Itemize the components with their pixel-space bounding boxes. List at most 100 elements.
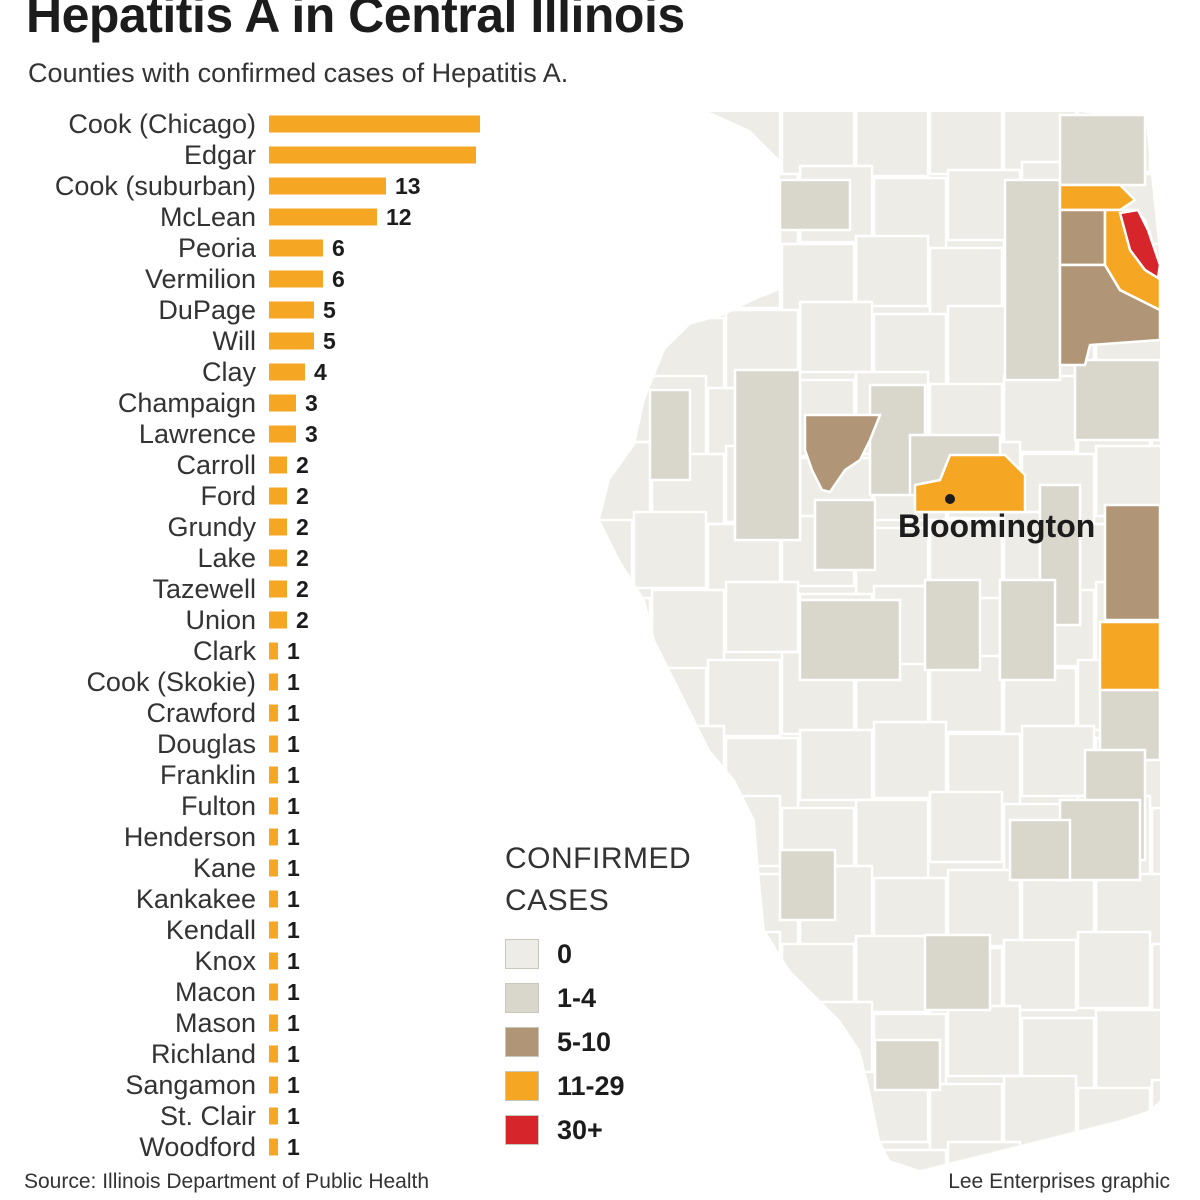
bar-macon [269,983,278,1001]
bar-woodford [269,1138,278,1156]
value-label-macon: 1 [287,979,300,1005]
county-shape [1170,594,1180,664]
value-label-crawford: 1 [287,700,300,726]
county-shape [854,112,930,178]
bar-peoria [269,239,323,257]
value-label-franklin: 1 [287,762,300,788]
county-shape [600,518,634,592]
bar-dupage [269,301,314,319]
county-vermilion-5-10 [1103,503,1162,622]
county-shape [632,112,708,182]
county-label-lake: Lake [197,543,256,573]
bar-clark [269,642,278,660]
legend-label-30-plus: 30+ [557,1114,603,1145]
county-1-4 [648,388,692,482]
bar-tazewell [269,580,287,598]
value-label-grundy: 2 [296,514,309,540]
legend-items: 0 1-4 5-10 11-29 30+ [505,932,691,1152]
county-1-4 [778,178,852,232]
county-mclean-11-29 [913,453,1027,514]
county-shape [1170,866,1180,942]
value-label-ford: 2 [296,483,309,509]
county-label-fulton: Fulton [181,791,256,821]
county-label-grundy: Grundy [167,512,256,542]
county-shape [1002,374,1078,454]
value-label-kane: 1 [287,855,300,881]
bar-champaign [269,394,296,412]
bar-will [269,332,314,350]
county-shape [798,1000,874,1080]
county-label-macon: Macon [175,977,256,1007]
county-shape [600,112,634,164]
legend-swatch-0 [505,939,539,969]
county-shape [560,178,576,248]
bar-vermilion [269,270,323,288]
county-label-dupage: DuPage [158,295,256,325]
bar-lawrence [269,425,296,443]
county-shape [724,580,800,654]
value-label-st-clair: 1 [287,1103,300,1129]
bar-grundy [269,518,287,536]
county-1-4 [1058,798,1142,882]
bar-franklin [269,766,278,784]
legend-label-5-10: 5-10 [557,1026,612,1057]
county-shape [928,112,1004,176]
county-shape [798,300,874,374]
county-shape [1150,942,1160,1028]
county-1-4 [1058,113,1147,187]
county-1-4 [733,368,802,542]
bar-st-clair [269,1107,278,1125]
county-1-4 [1073,358,1160,442]
county-1-4 [1003,178,1062,382]
county-1-4 [873,1038,942,1092]
county-shape [560,450,576,526]
county-label-cook-chicago: Cook (Chicago) [68,109,256,139]
value-label-champaign: 3 [305,390,318,416]
bar-kane [269,859,278,877]
county-shape [1076,930,1152,1010]
county-shape [928,790,1004,864]
county-1-4 [923,578,982,672]
county-shape [1076,1086,1152,1160]
county-shape [632,238,708,312]
county-shape [1002,938,1078,1012]
value-label-cook-suburban: 13 [395,173,421,199]
county-shape [1020,724,1096,798]
county-shape [706,1086,782,1166]
legend-swatch-11-29 [505,1071,539,1101]
county-label-lawrence: Lawrence [139,419,256,449]
county-shape [600,382,634,462]
value-label-clay: 4 [314,359,327,385]
legend-label-11-29: 11-29 [557,1070,625,1101]
county-label-mclean: McLean [160,202,256,232]
county-label-clay: Clay [202,357,257,387]
bloomington-label: Bloomington [898,508,1095,544]
county-kane-5-10 [1058,208,1107,267]
value-label-carroll: 2 [296,452,309,478]
county-label-sangamon: Sangamon [125,1070,256,1100]
county-cook-chicago-30-plus [1118,208,1162,281]
county-shape [600,304,652,378]
value-label-peoria: 6 [332,235,345,261]
legend-swatch-1-4 [505,983,539,1013]
legend-title-line2: CASES [505,884,610,917]
county-shape [600,654,634,740]
value-label-mclean: 12 [386,204,412,230]
illinois-county-map: Bloomington [560,112,1180,1170]
county-shape [706,658,782,738]
county-label-edgar: Edgar [184,140,256,170]
county-shape [798,1156,874,1170]
county-shape [600,168,652,248]
value-label-tazewell: 2 [296,576,309,602]
county-shape [1170,302,1180,384]
source-note: Source: Illinois Department of Public He… [24,1170,430,1193]
county-label-knox: Knox [194,946,256,976]
legend-item-11-29: 11-29 [505,1064,691,1108]
county-1-4 [798,598,902,682]
bar-mason [269,1014,278,1032]
county-label-peoria: Peoria [178,233,257,263]
county-shape [724,1008,800,1082]
county-shape [632,666,708,740]
county-label-mason: Mason [175,1008,256,1038]
county-label-kendall: Kendall [166,915,256,945]
